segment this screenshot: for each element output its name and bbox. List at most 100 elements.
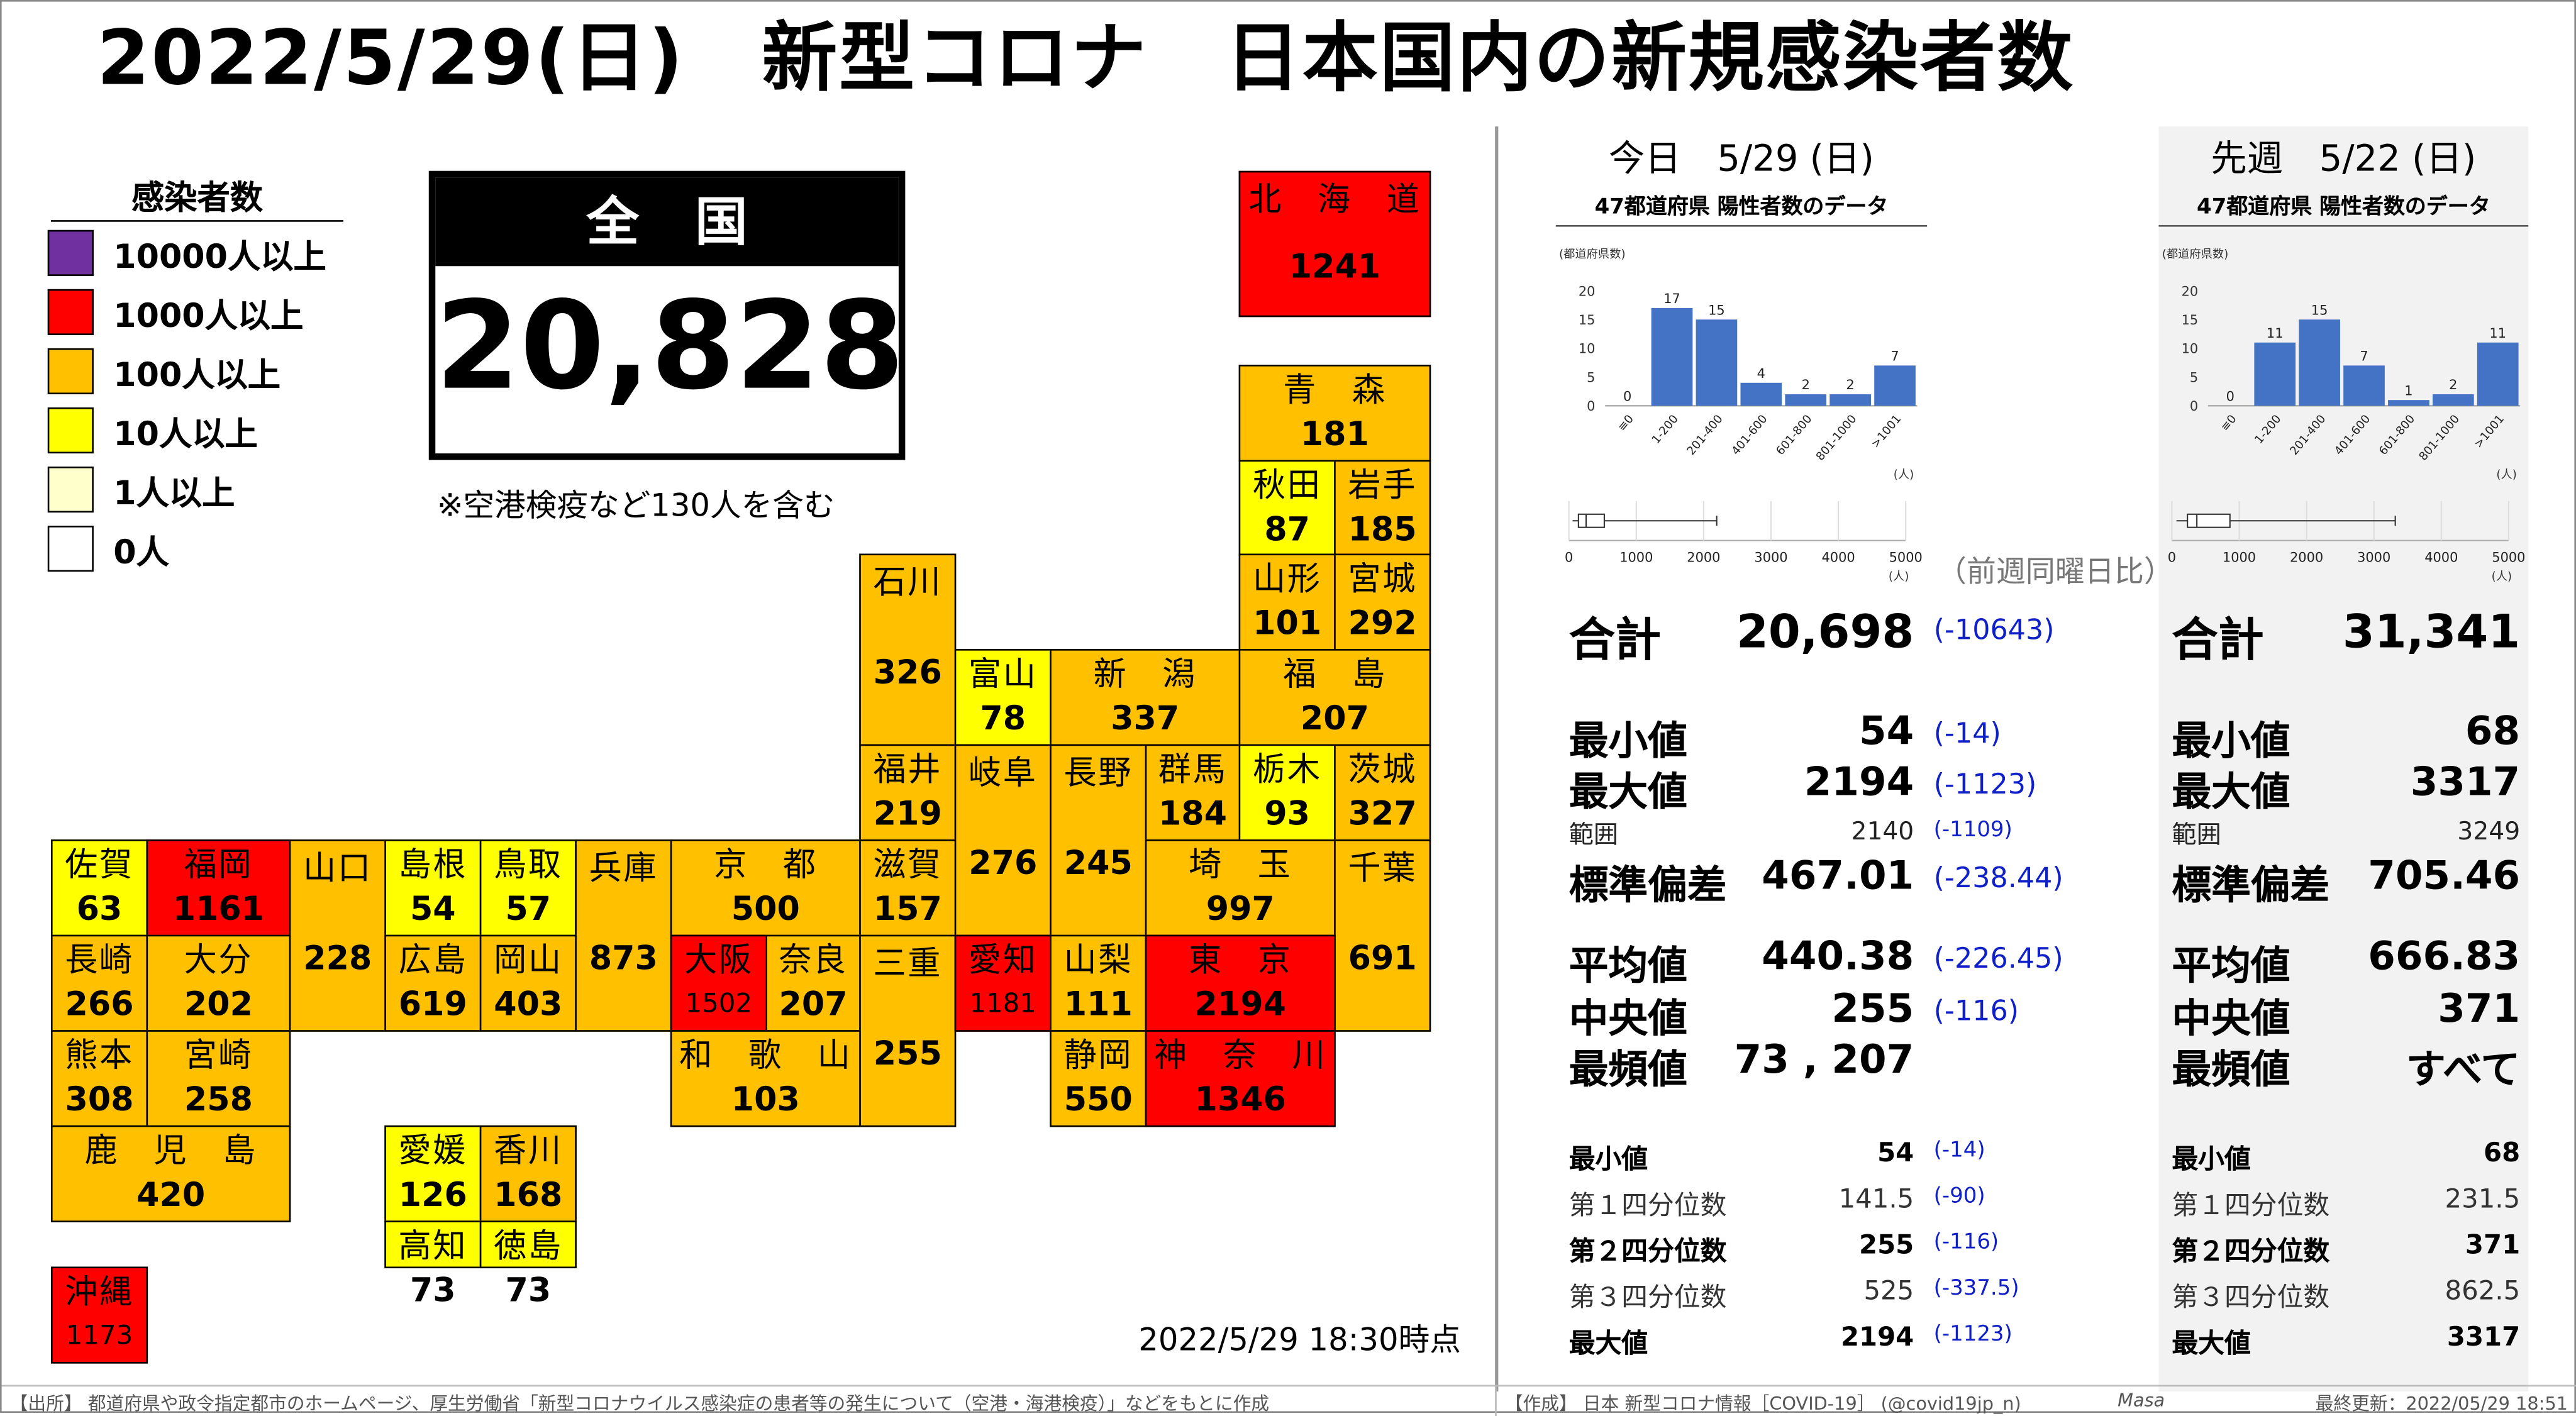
stat-label: 最大値 [2172,1327,2251,1359]
prefecture-cell: 長野 245 [1050,744,1147,937]
legend-item: 10000人以上 [47,228,326,277]
legend-item: 100人以上 [47,346,281,395]
prefecture-name: 埼 玉 [1188,844,1292,884]
stat-diff: (-14) [1933,1138,1985,1163]
stat-label: 最頻値 [1568,1046,1687,1093]
boxplot-tick-label: 2000 [1687,550,1720,565]
prefecture-name: 群馬 [1158,749,1228,789]
prefecture-count: 57 [505,888,552,929]
prefecture-count: 87 [1264,509,1311,549]
stat-row-q3: 第３四分位数 525 (-337.5) [1556,1275,2019,1331]
prefecture-name: 青 森 [1283,369,1387,409]
prefecture-cell: 埼 玉 997 [1145,839,1336,937]
stat-value: 141.5 [1838,1183,1914,1214]
bar-data-label: 7 [1890,349,1899,364]
stat-row-range: 範囲 2140 (-1109) [1556,817,2012,873]
prefecture-count: 326 [873,652,942,692]
x-tick-label: 601-800 [2377,412,2418,458]
stat-value: 54 [1859,708,1914,755]
prefecture-cell: 福岡 1161 [146,839,291,937]
prefecture-cell: 大分 202 [146,934,291,1032]
stat-row-total: 合計 31,341 [2158,605,2533,667]
prefecture-name: 鹿 児 島 [84,1130,257,1170]
prefecture-cell: 岐阜 276 [954,744,1052,937]
x-tick-label: 601-800 [1774,412,1814,458]
histogram-bar [1651,307,1693,406]
prefecture-cell: 広島 619 [384,934,482,1032]
prefecture-name: 岡山 [493,939,563,980]
prefecture-count: 184 [1158,793,1228,833]
prefecture-count: 337 [1111,698,1180,738]
histogram-bar [1740,382,1782,406]
page-title: 2022/5/29(日) 新型コロナ 日本国内の新規感染者数 [97,13,2075,102]
compare-note: （前週同曜日比） [1936,555,2174,590]
footer-updated: 最終更新：2022/05/29 18:51 [2315,1393,2568,1415]
legend-swatch [47,526,94,572]
y-tick-label: 0 [1587,399,1595,414]
histogram-bar [1696,319,1738,406]
prefecture-count: 1161 [172,888,265,929]
bar-data-label: 2 [2449,377,2457,392]
prefecture-count: 258 [184,1079,253,1119]
stat-label: 第３四分位数 [1568,1281,1727,1313]
histogram-bar [2432,394,2474,406]
prefecture-count: 54 [409,888,456,929]
stat-label: 最大値 [1568,1327,1648,1359]
boxplot-tick-label: 1000 [1619,550,1653,565]
prefecture-cell: 山形 101 [1238,553,1336,651]
footer-signature: Masa [2118,1390,2165,1412]
legend-label: 100人以上 [113,354,281,394]
stat-label: 平均値 [2172,943,2290,989]
legend-swatch [47,230,94,276]
prefecture-cell: 静岡 550 [1050,1030,1147,1127]
stat-row-median: 中央値 255 (-116) [1556,986,2019,1042]
stat-value: 231.5 [2445,1183,2521,1214]
legend-label: 1000人以上 [113,294,304,335]
stat-value: 705.46 [2368,853,2521,899]
stat-row-range: 範囲 3249 [2158,817,2533,873]
legend-item: 1000人以上 [47,287,304,336]
last-week-heading: 先週 5/22 (日) [2211,140,2477,181]
prefecture-cell: 福 島 207 [1238,649,1431,746]
prefecture-cell: 群馬 184 [1145,744,1241,841]
boxplot-last-week: 0 1000 2000 3000 4000 5000 (人) [2168,501,2525,583]
stat-row-max: 最大値 3317 [2158,759,2533,815]
legend-title: 感染者数 [50,171,343,222]
prefecture-count: 420 [136,1175,206,1214]
prefecture-count: 1346 [1194,1079,1286,1119]
prefecture-cell: 兵庫 873 [575,839,672,1032]
prefecture-name: 静岡 [1063,1035,1133,1075]
prefecture-cell: 熊本 308 [50,1030,148,1127]
prefecture-cell: 宮城 292 [1334,553,1431,651]
histogram-this-week: (都道府県数) 0 5 10 15 20 0 ≡0 17 1-200 15 201-400 4 401-6… [1559,248,1918,481]
stat-value: 255 [1859,1229,1914,1261]
stat-diff: (-10643) [1933,614,2055,648]
stat-row-q0: 最小値 68 [2158,1137,2533,1193]
stat-diff: (-90) [1933,1184,1985,1210]
x-tick-label: 401-600 [1729,412,1770,458]
stat-value: 20,698 [1736,604,1914,659]
this-week-chart-title: 47都道府県 陽性者数のデータ [1594,195,1889,221]
stat-value: 3317 [2446,1320,2521,1352]
prefecture-count: 1241 [1289,246,1381,286]
stat-row-sd: 標準偏差 467.01 (-238.44) [1556,853,2063,909]
prefecture-name: 秋田 [1252,465,1322,505]
stat-diff: (-1109) [1933,818,2012,843]
prefecture-cell: 佐賀 63 [50,839,148,937]
legend-label: 1人以上 [113,472,235,512]
legend-swatch [47,348,94,395]
prefecture-name: 長野 [1063,752,1133,792]
stat-label: 最頻値 [2172,1046,2290,1093]
x-tick-label: 401-600 [2332,412,2373,458]
stat-value: 467.01 [1762,853,1914,899]
prefecture-name: 宮崎 [184,1035,253,1075]
stat-label: 第２四分位数 [2172,1235,2330,1267]
legend-item: 1人以上 [47,465,235,514]
histogram-bar [2343,365,2385,406]
prefecture-cell: 和 歌 山 103 [670,1030,861,1127]
panel-this-week: 今日 5/29 (日) 47都道府県 陽性者数のデータ (都道府県数) 0 5 10 1… [1555,126,1928,1391]
divider-line [1555,224,1928,227]
last-week-chart-title: 47都道府県 陽性者数のデータ [2197,195,2490,221]
prefecture-count: 327 [1348,793,1417,833]
prefecture-count: 255 [873,1033,942,1073]
